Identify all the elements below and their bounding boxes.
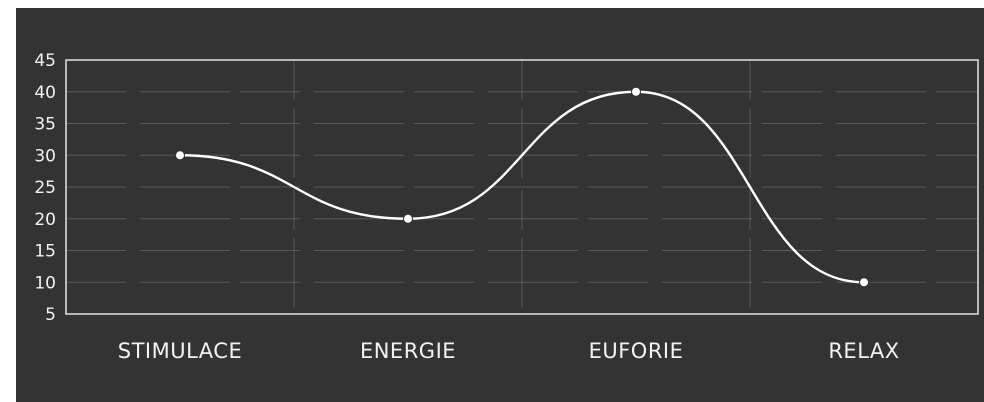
y-tick-label: 20 — [34, 210, 56, 230]
y-axis: 5 10 15 20 25 30 35 40 45 — [34, 51, 56, 325]
y-tick-label: 5 — [45, 305, 56, 325]
y-tick-label: 25 — [34, 178, 56, 198]
y-tick-label: 30 — [34, 146, 56, 166]
y-tick-label: 40 — [34, 83, 56, 103]
y-tick-label: 45 — [34, 51, 56, 71]
data-point — [859, 277, 869, 288]
plot-frame — [65, 59, 979, 315]
data-point — [631, 86, 641, 97]
x-tick-label: STIMULACE — [118, 339, 242, 363]
series-line — [178, 90, 866, 284]
x-tick-label: ENERGIE — [360, 339, 456, 363]
x-tick-label: EUFORIE — [589, 339, 684, 363]
y-tick-label: 10 — [34, 273, 56, 293]
chalkboard-background — [16, 8, 984, 402]
x-axis: STIMULACE ENERGIE EUFORIE RELAX — [118, 339, 899, 363]
y-tick-label: 35 — [34, 115, 56, 135]
y-tick-label: 15 — [34, 242, 56, 262]
data-point — [175, 150, 185, 161]
grid-layer — [66, 59, 978, 315]
x-tick-label: RELAX — [828, 339, 899, 363]
data-point — [403, 213, 413, 224]
points-layer — [175, 86, 869, 288]
